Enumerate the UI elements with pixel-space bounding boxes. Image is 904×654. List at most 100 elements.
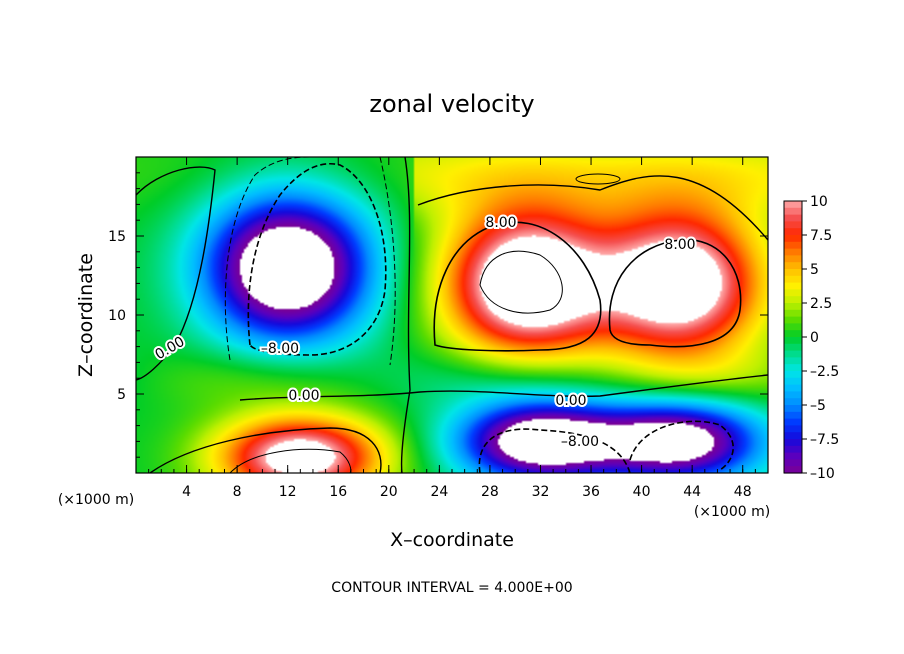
y-tick-label: 5 [117, 387, 126, 403]
heatmap-field [136, 157, 768, 473]
colorbar-swatch [784, 418, 802, 426]
y-tick-label: 10 [108, 308, 126, 324]
colorbar-swatch [784, 235, 802, 243]
colorbar-tick-label: 10 [810, 194, 828, 210]
contour-neg8-bottomright [629, 420, 734, 471]
colorbar-tick-label: 0 [810, 330, 819, 346]
contour-zero-center [400, 157, 411, 473]
colorbar-swatch [784, 207, 802, 216]
colorbar-swatch [784, 214, 802, 222]
colorbar-swatch [784, 405, 802, 413]
x-tick-label: 12 [279, 484, 297, 500]
colorbar-swatch [784, 241, 802, 250]
contour-label: –8.00 [261, 341, 299, 357]
contour-interval-note: CONTOUR INTERVAL = 4.000E+00 [331, 580, 572, 596]
colorbar-swatch [784, 391, 802, 399]
contour-zero-right [417, 175, 768, 241]
colorbar-ticks: 10 7.5 5 2.5 0 –2.5 –5 –7.5 –10 [802, 194, 839, 482]
colorbar-swatch [784, 364, 802, 372]
contour-neg-dashed-b [379, 157, 396, 366]
colorbar-swatch [784, 459, 802, 467]
x-axis-unit: (×1000 m) [694, 504, 770, 520]
colorbar-swatch [784, 466, 802, 474]
colorbar-swatch [784, 282, 802, 290]
x-tick-label: 8 [233, 484, 242, 500]
contour-zero-left [136, 166, 216, 381]
x-tick-label: 48 [734, 484, 752, 500]
contour-label: 0.00 [288, 388, 319, 404]
contour-neg8-topleft [247, 163, 387, 356]
x-tick-label: 32 [532, 484, 550, 500]
colorbar-swatch [784, 371, 802, 379]
contour-neg-dashed-a [224, 157, 311, 361]
colorbar-swatch [784, 337, 802, 345]
x-tick-label: 36 [582, 484, 600, 500]
contour-label: 8.00 [664, 237, 695, 253]
colorbar-swatch [784, 221, 802, 229]
y-tick-label: 15 [108, 229, 126, 245]
colorbar: 10 7.5 5 2.5 0 –2.5 –5 –7.5 –10 [783, 194, 839, 482]
y-axis-label: Z–coordinate [75, 253, 97, 377]
x-tick-label: 40 [633, 484, 651, 500]
colorbar-swatch [784, 439, 802, 447]
colorbar-swatch [784, 303, 802, 311]
x-tick-label: 16 [329, 484, 347, 500]
colorbar-swatch [784, 357, 802, 365]
colorbar-swatch [784, 411, 802, 420]
colorbar-swatch [784, 425, 802, 433]
colorbar-swatches [784, 201, 802, 474]
contour-lines [136, 157, 768, 473]
contour-pos-bottomleft [149, 427, 382, 473]
colorbar-swatch [784, 398, 802, 406]
colorbar-swatch [784, 289, 802, 297]
colorbar-swatch [784, 255, 802, 263]
colorbar-swatch [784, 309, 802, 318]
x-axis-ticks: 4 8 12 16 20 24 28 32 36 40 44 48 [148, 157, 756, 500]
colorbar-tick-label: –2.5 [810, 364, 839, 380]
colorbar-swatch [784, 262, 802, 270]
contour-zero-horizontal [239, 374, 768, 401]
colorbar-swatch [784, 201, 802, 209]
z-axis-unit: (×1000 m) [58, 492, 134, 508]
contour-inner-center [479, 250, 563, 314]
x-tick-label: 20 [380, 484, 398, 500]
colorbar-swatch [784, 432, 802, 440]
colorbar-swatch [784, 275, 802, 284]
contour-small-top [575, 173, 621, 185]
colorbar-swatch [784, 269, 802, 277]
colorbar-tick-label: –7.5 [810, 432, 839, 448]
colorbar-swatch [784, 323, 802, 331]
colorbar-swatch [784, 330, 802, 338]
colorbar-tick-label: 5 [810, 262, 819, 278]
x-tick-label: 28 [481, 484, 499, 500]
colorbar-swatch [784, 248, 802, 256]
x-tick-label: 44 [683, 484, 701, 500]
x-tick-label: 24 [430, 484, 448, 500]
colorbar-tick-label: 7.5 [810, 228, 832, 244]
contour-pos8-center [433, 221, 602, 352]
x-axis-label: X–coordinate [390, 529, 514, 551]
colorbar-swatch [784, 343, 802, 352]
y-axis-ticks: 5 10 15 [108, 172, 768, 458]
colorbar-swatch [784, 316, 802, 324]
colorbar-swatch [784, 350, 802, 358]
chart-title: zonal velocity [369, 90, 534, 118]
colorbar-swatch [784, 228, 802, 236]
contour-pos8-right [608, 238, 742, 348]
colorbar-swatch [784, 384, 802, 392]
colorbar-swatch [784, 445, 802, 454]
contour-neg8-bottomcenter [478, 428, 631, 473]
contour-label: 0.00 [555, 393, 586, 409]
colorbar-tick-label: –10 [810, 466, 835, 482]
contour-label: –8.00 [561, 434, 599, 450]
x-tick-label: 4 [182, 484, 191, 500]
colorbar-tick-label: –5 [810, 398, 826, 414]
colorbar-tick-label: 2.5 [810, 296, 832, 312]
colorbar-swatch [784, 452, 802, 460]
contour-pos-bottomleft-inner [229, 448, 352, 473]
colorbar-swatch [784, 296, 802, 304]
contour-label: 8.00 [485, 215, 516, 231]
colorbar-swatch [784, 377, 802, 386]
